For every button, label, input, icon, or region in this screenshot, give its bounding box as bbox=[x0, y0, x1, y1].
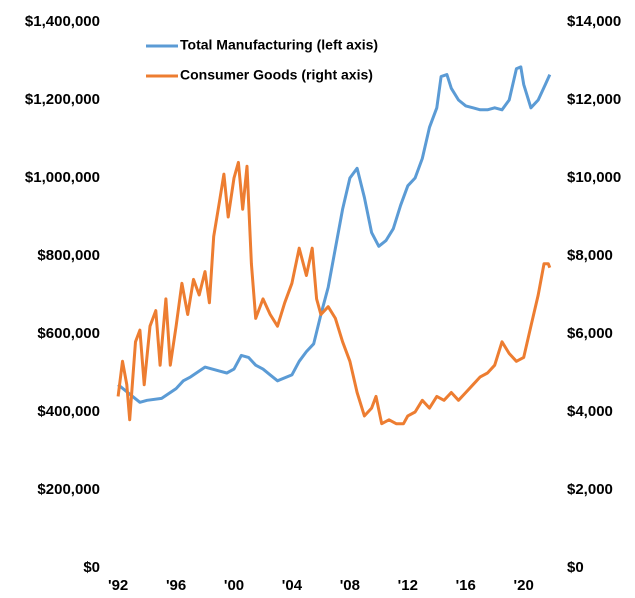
y2-tick-label: $14,000 bbox=[567, 13, 621, 30]
y2-tick-label: $10,000 bbox=[567, 169, 621, 186]
y-tick-label: $1,200,000 bbox=[25, 91, 100, 108]
x-tick-label: '08 bbox=[340, 577, 360, 594]
legend-label: Consumer Goods (right axis) bbox=[180, 67, 373, 83]
y-tick-label: $200,000 bbox=[37, 481, 100, 498]
x-tick-label: '04 bbox=[282, 577, 303, 594]
x-tick-label: '16 bbox=[456, 577, 476, 594]
x-tick-label: '20 bbox=[514, 577, 534, 594]
y-tick-label: $800,000 bbox=[37, 247, 100, 264]
legend-label: Total Manufacturing (left axis) bbox=[180, 37, 378, 53]
x-tick-label: '00 bbox=[224, 577, 244, 594]
y-tick-label: $400,000 bbox=[37, 403, 100, 420]
x-tick-label: '12 bbox=[398, 577, 418, 594]
y2-tick-label: $12,000 bbox=[567, 91, 621, 108]
y-tick-label: $1,000,000 bbox=[25, 169, 100, 186]
series-line bbox=[116, 160, 552, 426]
x-tick-label: '92 bbox=[108, 577, 128, 594]
y-tick-label: $600,000 bbox=[37, 325, 100, 342]
y2-tick-label: $2,000 bbox=[567, 481, 613, 498]
series-line bbox=[117, 65, 552, 404]
x-tick-label: '96 bbox=[166, 577, 186, 594]
y-tick-label: $1,400,000 bbox=[25, 13, 100, 30]
y2-tick-label: $4,000 bbox=[567, 403, 613, 420]
y-tick-label: $0 bbox=[83, 559, 100, 576]
y2-tick-label: $8,000 bbox=[567, 247, 613, 264]
y2-tick-label: $6,000 bbox=[567, 325, 613, 342]
y2-tick-label: $0 bbox=[567, 559, 584, 576]
